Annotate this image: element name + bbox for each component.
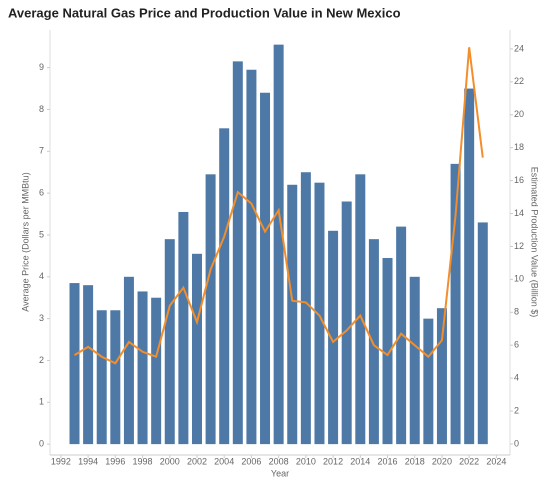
bar xyxy=(178,211,189,445)
bar xyxy=(341,201,352,445)
y-tick-label: 4 xyxy=(39,271,44,281)
x-tick-label: 1996 xyxy=(105,456,125,466)
y-tick-label: 5 xyxy=(39,229,44,239)
x-tick-label: 2024 xyxy=(486,456,506,466)
bar xyxy=(69,283,80,445)
y-tick-label: 0 xyxy=(39,438,44,448)
y2-tick-label: 0 xyxy=(514,438,519,448)
y-tick-label: 3 xyxy=(39,313,44,323)
y2-axis-label: Estimated Production Value (Billion $) xyxy=(530,167,540,317)
bar xyxy=(260,92,271,445)
bar xyxy=(477,222,488,445)
bar xyxy=(287,184,298,445)
y2-tick-label: 2 xyxy=(514,405,519,415)
y2-tick-label: 16 xyxy=(514,175,524,185)
y-tick-label: 1 xyxy=(39,397,44,407)
bar xyxy=(151,297,162,445)
x-axis-label: Year xyxy=(271,468,289,477)
x-tick-label: 1994 xyxy=(78,456,98,466)
bar xyxy=(205,174,216,445)
bar xyxy=(191,253,202,445)
x-tick-label: 2002 xyxy=(187,456,207,466)
x-tick-label: 2016 xyxy=(377,456,397,466)
chart-title: Average Natural Gas Price and Production… xyxy=(8,5,401,20)
bar xyxy=(368,239,379,445)
bar xyxy=(328,230,339,445)
y-tick-label: 6 xyxy=(39,188,44,198)
y2-tick-label: 4 xyxy=(514,373,519,383)
bar xyxy=(355,174,366,445)
y2-tick-label: 20 xyxy=(514,109,524,119)
x-tick-label: 1998 xyxy=(133,456,153,466)
bar xyxy=(300,172,311,445)
y2-tick-label: 24 xyxy=(514,43,524,53)
y-tick-label: 9 xyxy=(39,62,44,72)
x-tick-label: 2022 xyxy=(459,456,479,466)
y-tick-label: 2 xyxy=(39,355,44,365)
y2-tick-label: 12 xyxy=(514,241,524,251)
bar xyxy=(450,163,461,445)
bar xyxy=(232,61,243,445)
y2-tick-label: 18 xyxy=(514,142,524,152)
y2-tick-label: 6 xyxy=(514,340,519,350)
bar xyxy=(464,88,475,445)
x-tick-label: 2010 xyxy=(296,456,316,466)
bar xyxy=(246,69,257,445)
bar xyxy=(110,310,121,445)
bar xyxy=(164,239,175,445)
x-tick-label: 2018 xyxy=(405,456,425,466)
x-tick-label: 2004 xyxy=(214,456,234,466)
bar xyxy=(314,182,325,445)
y2-tick-label: 22 xyxy=(514,76,524,86)
x-tick-label: 2012 xyxy=(323,456,343,466)
bar xyxy=(423,318,434,445)
bar xyxy=(83,285,94,445)
y2-tick-label: 10 xyxy=(514,274,524,284)
bar xyxy=(219,128,230,445)
x-tick-label: 2000 xyxy=(160,456,180,466)
x-tick-label: 2008 xyxy=(269,456,289,466)
x-tick-label: 2006 xyxy=(241,456,261,466)
y-tick-label: 7 xyxy=(39,146,44,156)
y-tick-label: 8 xyxy=(39,104,44,114)
x-tick-label: 2014 xyxy=(350,456,370,466)
bar xyxy=(273,44,284,445)
x-tick-label: 1992 xyxy=(51,456,71,466)
bar xyxy=(436,308,447,445)
bar xyxy=(382,257,393,445)
bar xyxy=(123,276,134,445)
bar xyxy=(96,310,107,445)
y-axis-label: Average Price (Dollars per MMBtu) xyxy=(20,172,30,311)
line xyxy=(73,47,484,365)
x-tick-label: 2020 xyxy=(432,456,452,466)
y2-tick-label: 8 xyxy=(514,307,519,317)
y2-tick-label: 14 xyxy=(514,208,524,218)
bar xyxy=(409,276,420,445)
bar xyxy=(137,291,148,445)
